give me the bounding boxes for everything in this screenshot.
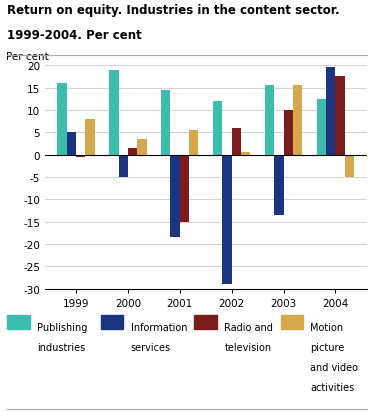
- Bar: [335, 77, 345, 155]
- Text: Motion: Motion: [310, 322, 344, 332]
- Bar: [128, 149, 137, 155]
- Bar: [171, 155, 180, 238]
- Bar: [109, 71, 119, 155]
- Bar: [57, 84, 67, 155]
- Text: services: services: [131, 342, 171, 352]
- Bar: [232, 128, 241, 155]
- Text: industries: industries: [37, 342, 86, 352]
- Bar: [241, 153, 250, 155]
- Text: 1999-2004. Per cent: 1999-2004. Per cent: [7, 29, 142, 42]
- Text: Radio and: Radio and: [224, 322, 273, 332]
- Text: television: television: [224, 342, 272, 352]
- Bar: [274, 155, 283, 216]
- Bar: [119, 155, 128, 178]
- Bar: [265, 86, 274, 155]
- Text: Publishing: Publishing: [37, 322, 88, 332]
- Bar: [189, 131, 199, 155]
- Bar: [345, 155, 354, 178]
- Bar: [76, 155, 85, 157]
- Bar: [213, 102, 222, 155]
- Text: picture: picture: [310, 342, 345, 352]
- Text: Information: Information: [131, 322, 187, 332]
- Text: activities: activities: [310, 382, 355, 392]
- Bar: [317, 100, 326, 155]
- Bar: [85, 120, 95, 155]
- Bar: [326, 68, 335, 155]
- Bar: [161, 90, 171, 155]
- Text: Per cent: Per cent: [6, 52, 49, 62]
- Bar: [137, 140, 147, 155]
- Bar: [180, 155, 189, 222]
- Bar: [222, 155, 232, 285]
- Text: Return on equity. Industries in the content sector.: Return on equity. Industries in the cont…: [7, 4, 340, 17]
- Bar: [67, 133, 76, 155]
- Bar: [293, 86, 302, 155]
- Text: and video: and video: [310, 362, 358, 372]
- Bar: [283, 111, 293, 155]
